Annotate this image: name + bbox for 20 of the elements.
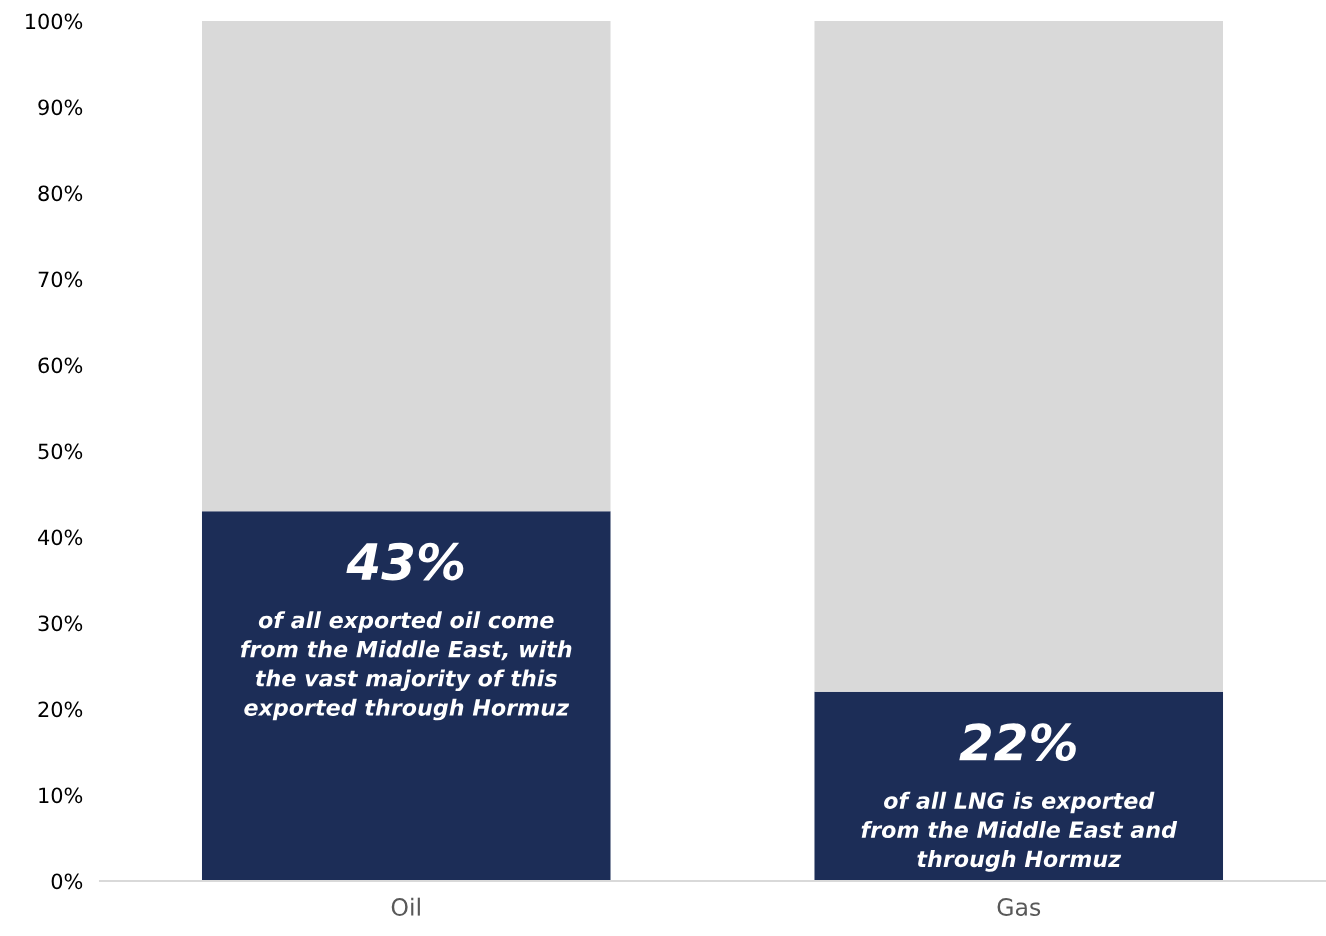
y-tick-label: 90% (38, 99, 83, 116)
x-tick-label: Gas (997, 898, 1041, 916)
annotation: of all LNG is exported from the Middle East and through Hormuz (861, 791, 1178, 872)
bar (201, 511, 611, 881)
y-tick-label: 20% (38, 701, 83, 718)
data-label: 22% (959, 723, 1076, 762)
bar (201, 21, 611, 512)
y-tick-label: 30% (38, 615, 83, 632)
y-tick-label: 50% (38, 443, 83, 460)
y-tick-label: 100% (26, 13, 83, 30)
y-tick-label: 70% (38, 271, 83, 288)
annotation: of all exported oil come from the Middle East, with the vast majority of this exported through Hormuz (240, 611, 572, 721)
data-label: 43% (346, 542, 464, 581)
y-tick-label: 80% (38, 185, 83, 202)
bar (814, 691, 1224, 881)
y-tick-label: 60% (38, 357, 83, 374)
y-tick-label: 40% (38, 529, 83, 546)
y-tick-label: 10% (39, 787, 83, 804)
y-tick-label: 0% (51, 873, 83, 890)
x-tick-label: Oil (391, 897, 420, 916)
